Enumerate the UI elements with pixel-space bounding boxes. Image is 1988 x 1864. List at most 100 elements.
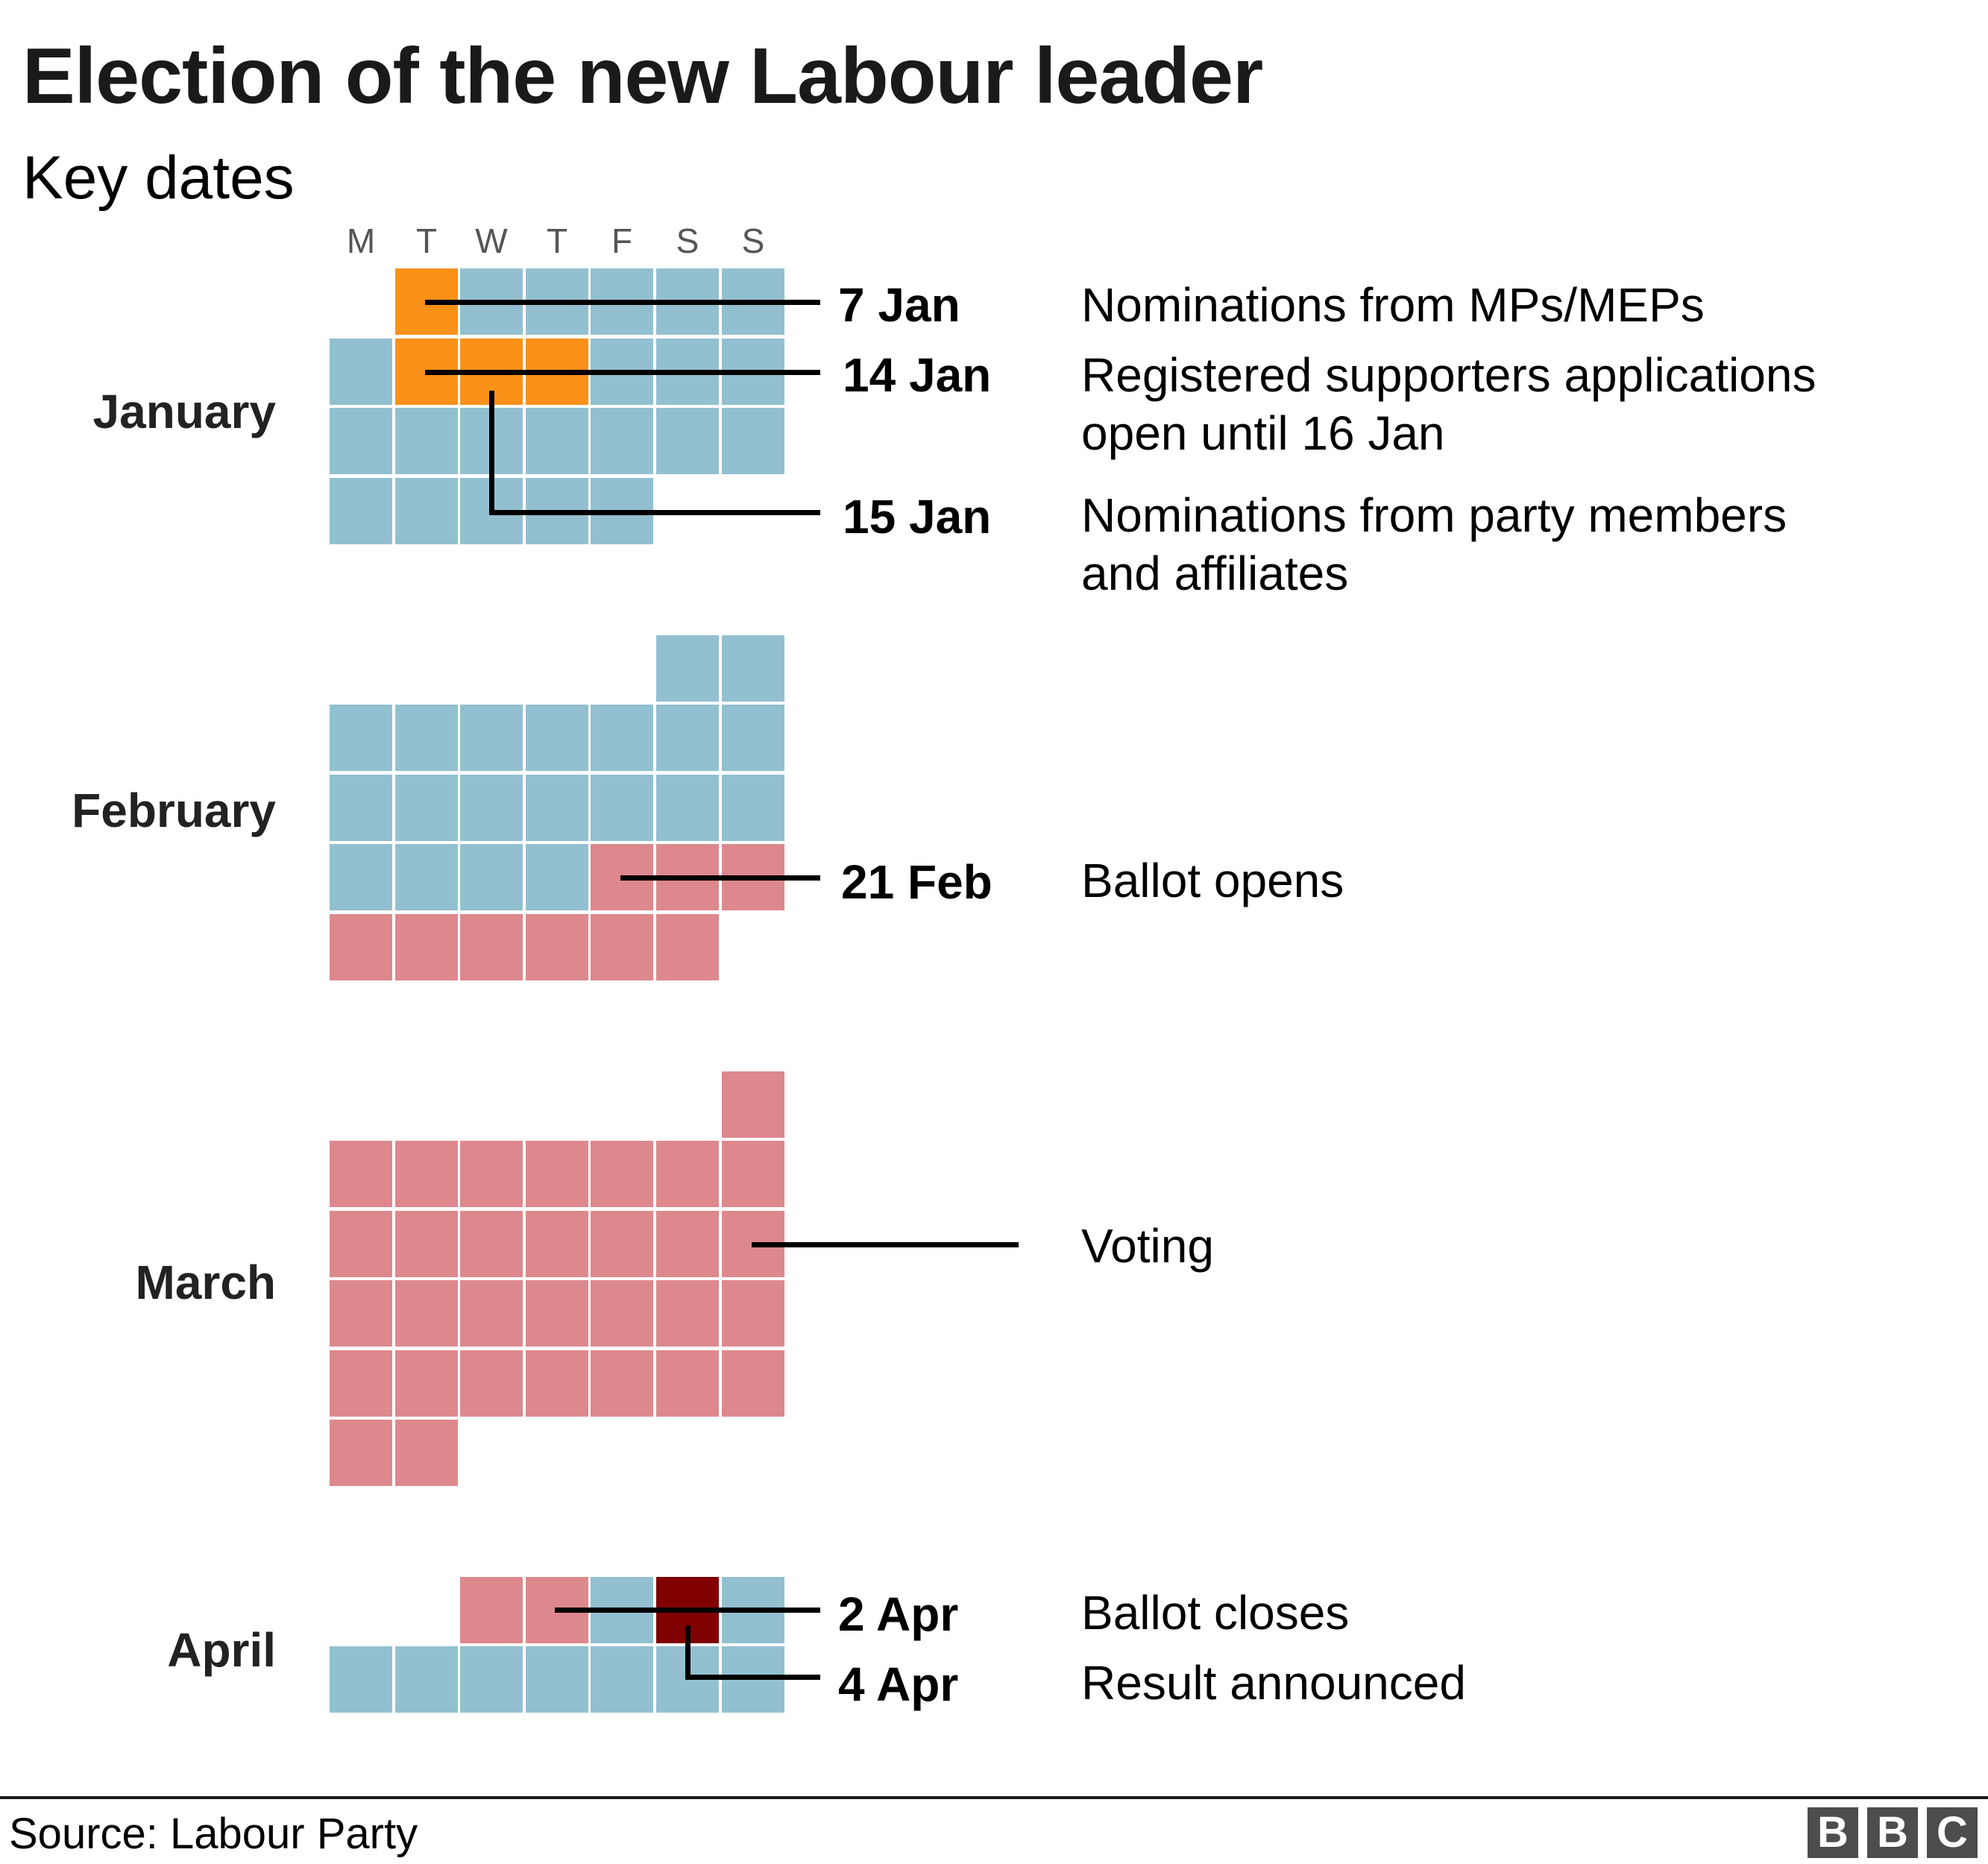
footer-divider [0, 1796, 1988, 1799]
calendar-day-cell [526, 844, 588, 910]
calendar-day-cell [591, 705, 653, 771]
calendar-day-cell [526, 914, 588, 980]
calendar-day-cell [395, 1646, 458, 1713]
calendar-day-cell [722, 1350, 784, 1417]
calendar-day-cell [330, 1350, 392, 1417]
calendar-day-cell [656, 914, 719, 980]
calendar-day-cell [330, 339, 392, 405]
calendar-day-cell [330, 1141, 392, 1207]
calendar-day-cell [330, 914, 392, 980]
calendar-day-cell [395, 1280, 458, 1347]
calendar-day-cell [395, 705, 458, 771]
calendar-day-cell [722, 635, 784, 702]
calendar-day-cell [591, 775, 653, 841]
leader-line-14-jan [425, 370, 820, 375]
calendar-day-cell [460, 914, 523, 980]
month-label-april: April [167, 1623, 276, 1677]
calendar-day-cell [526, 1211, 588, 1277]
calendar-day-cell [722, 1071, 784, 1138]
calendar-day-cell [460, 1577, 523, 1643]
event-date: 15 Jan [843, 490, 992, 544]
calendar-day-cell [330, 775, 392, 841]
month-label-march: March [135, 1256, 277, 1309]
weekday-label: T [546, 221, 568, 260]
calendar-day-cell [591, 1141, 653, 1207]
calendar-day-cell [395, 775, 458, 841]
event-date: 14 Jan [843, 348, 992, 402]
calendar-day-cell [460, 1141, 523, 1207]
calendar-day-cell [591, 1211, 653, 1277]
weekday-label: M [346, 221, 376, 260]
calendar-day-cell [526, 705, 588, 771]
event-description: Ballot closes [1081, 1586, 1350, 1640]
calendar-day-cell [330, 1211, 392, 1277]
calendar-day-cell [526, 1280, 588, 1347]
weekday-label: W [475, 221, 508, 260]
calendar-day-cell [460, 1211, 523, 1277]
calendar-day-cell [395, 1141, 458, 1207]
weekday-label: F [611, 221, 633, 260]
event-description: Nominations from party members and affil… [1081, 488, 1787, 600]
calendar-day-cell [395, 1350, 458, 1417]
calendar-day-cell [526, 1141, 588, 1207]
event-description: Nominations from MPs/MEPs [1081, 278, 1705, 332]
leader-line-4-apr [685, 1675, 820, 1680]
leader-line-15-jan [489, 510, 820, 515]
calendar-day-cell [722, 775, 784, 841]
calendar-day-cell [656, 1350, 719, 1417]
weekday-label: T [415, 221, 438, 260]
calendar-day-cell [526, 1646, 588, 1713]
event-date: 21 Feb [841, 855, 993, 909]
calendar-day-cell [330, 408, 392, 474]
weekday-label: S [741, 221, 765, 260]
event-date: 7 Jan [838, 278, 960, 332]
calendar-day-cell [656, 775, 719, 841]
calendar-day-cell [656, 1280, 719, 1347]
calendar-day-cell [395, 914, 458, 980]
calendar-day-cell [460, 1646, 523, 1713]
leader-line-voting [752, 1242, 1019, 1247]
calendar-day-cell [656, 635, 719, 702]
calendar-day-cell [526, 408, 588, 474]
chart-subtitle: Key dates [22, 144, 295, 212]
calendar-day-cell [722, 408, 784, 474]
calendar-day-cell [722, 1141, 784, 1207]
calendar-day-cell [460, 775, 523, 841]
event-description: Registered supporters applications open … [1081, 348, 1816, 460]
leader-line-15-jan-vertical [489, 391, 494, 514]
calendar-day-cell [722, 1280, 784, 1347]
calendar-day-cell [591, 1280, 653, 1347]
calendar-day-cell [722, 705, 784, 771]
calendar-day-cell [656, 1211, 719, 1277]
event-description: Result announced [1081, 1656, 1466, 1710]
calendar-day-cell [395, 408, 458, 474]
calendar-day-cell [526, 775, 588, 841]
bbc-logo-block: B [1808, 1807, 1858, 1858]
calendar-day-cell [526, 1350, 588, 1417]
calendar-day-cell [591, 1646, 653, 1713]
calendar-day-cell [656, 1141, 719, 1207]
calendar-day-cell [460, 1280, 523, 1347]
source-note: Source: Labour Party [9, 1810, 418, 1858]
leader-line-21-feb [620, 875, 820, 881]
calendar-day-cell [656, 705, 719, 771]
calendar-day-cell [591, 1350, 653, 1417]
calendar-day-cell [330, 1420, 392, 1486]
weekday-label: S [676, 221, 699, 260]
month-label-january: January [92, 385, 276, 438]
bbc-logo-block: B [1867, 1807, 1918, 1858]
calendar-day-cell [330, 478, 392, 544]
event-date: 2 Apr [838, 1587, 959, 1641]
calendar-day-cell [330, 705, 392, 771]
event-date: 4 Apr [838, 1657, 959, 1711]
calendar-day-cell [656, 408, 719, 474]
calendar-day-cell [330, 844, 392, 910]
calendar-day-cell [395, 478, 458, 544]
calendar-day-cell [591, 914, 653, 980]
calendar-day-cell [330, 1280, 392, 1347]
leader-line-7-jan [425, 300, 820, 305]
calendar-day-cell [330, 1646, 392, 1713]
calendar-day-cell [395, 1211, 458, 1277]
calendar-day-cell [395, 1420, 458, 1486]
calendar-day-cell [395, 844, 458, 910]
